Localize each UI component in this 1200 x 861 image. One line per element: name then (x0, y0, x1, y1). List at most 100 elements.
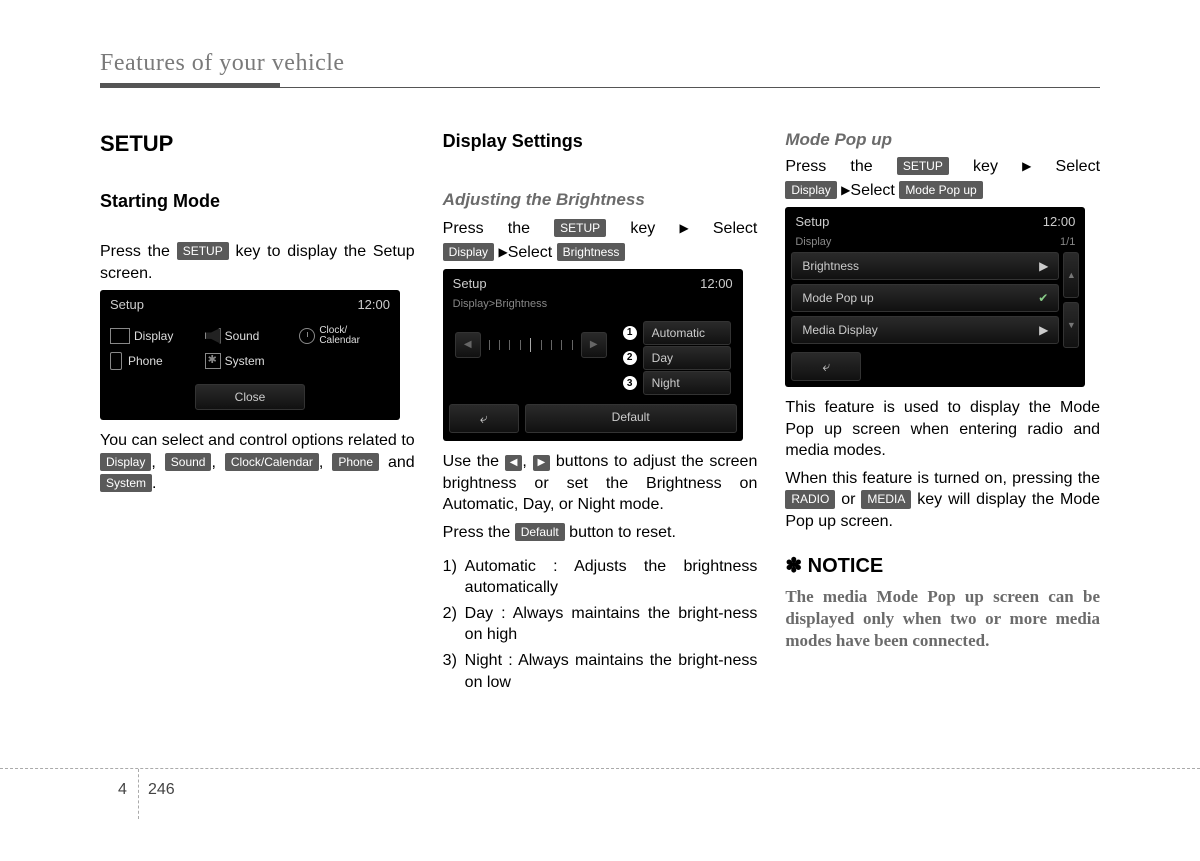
shot-titlebar: Setup 12:00 (785, 207, 1085, 235)
arrow-icon: ▶ (679, 220, 688, 236)
column-1: SETUP Starting Mode Press the SETUP key … (100, 129, 415, 697)
key-default: Default (515, 523, 565, 541)
screenshot-display-menu: Setup 12:00 Display 1/1 Brightness ▶ Mode… (785, 207, 1085, 387)
label: Phone (128, 353, 163, 369)
shot-title: Setup (110, 296, 144, 314)
label: Brightness (802, 258, 859, 274)
para-mode-popup-on: When this feature is turned on, pressing… (785, 468, 1100, 533)
option-automatic[interactable]: 1Automatic (623, 321, 731, 345)
bullet-3: 3 (623, 376, 637, 390)
screenshot-brightness: Setup 12:00 Display>Brightness ◀ ▶ (443, 269, 743, 441)
text: Select (1031, 158, 1100, 175)
key-setup: SETUP (897, 157, 949, 175)
subhead-brightness: Adjusting the Brightness (443, 189, 758, 212)
clock-icon (299, 328, 315, 344)
text: Use the (443, 453, 505, 470)
chevron-right-icon: ▶ (1039, 258, 1048, 274)
section-number: 4 (118, 781, 127, 799)
nav-line-1: Press the SETUP key ▶ Select (443, 218, 758, 240)
chevron-right-icon: ▶ (1039, 322, 1048, 338)
setup-item-phone[interactable]: Phone (110, 352, 201, 370)
key-setup: SETUP (177, 242, 229, 260)
setup-item-clock[interactable]: Clock/Calendar (299, 326, 390, 346)
chapter-title: Features of your vehicle (100, 50, 1100, 77)
subhead-mode-popup: Mode Pop up (785, 129, 1100, 152)
label: Media Display (802, 322, 877, 338)
shot-titlebar: Setup 12:00 (443, 269, 743, 297)
increase-button[interactable]: ▶ (581, 332, 607, 358)
key-setup: SETUP (554, 219, 606, 237)
scrollbar[interactable]: ▲ ▼ (1063, 252, 1079, 349)
setup-grid: Display Sound Clock/Calendar Phone Syste… (100, 318, 400, 372)
breadcrumb: Display 1/1 (785, 235, 1085, 252)
para-default-reset: Press the Default button to reset. (443, 522, 758, 544)
text: Select (850, 182, 899, 199)
label: Day (643, 346, 731, 370)
scroll-up-button[interactable]: ▲ (1063, 252, 1079, 298)
key-mode-popup: Mode Pop up (899, 181, 982, 199)
breadcrumb: Display>Brightness (443, 297, 743, 316)
key-radio: RADIO (785, 490, 835, 508)
list-item: 3)Night : Always maintains the bright-ne… (443, 650, 758, 693)
nav-line-2: Display ▶Select Brightness (443, 242, 758, 264)
gear-icon (205, 353, 221, 369)
page: Features of your vehicle SETUP Starting … (100, 50, 1100, 697)
label: Sound (225, 328, 260, 344)
nav-line-2: Display ▶Select Mode Pop up (785, 180, 1100, 202)
list-item: 2)Day : Always maintains the bright-ness… (443, 603, 758, 646)
notice-body: The media Mode Pop up screen can be disp… (785, 586, 1100, 652)
shot-time: 12:00 (700, 275, 733, 293)
label: Display (134, 328, 173, 344)
page-footer: 4 246 (0, 768, 1200, 818)
brightness-slider[interactable]: ◀ ▶ (449, 332, 613, 358)
heading-display-settings: Display Settings (443, 129, 758, 153)
para-starting-mode: Press the SETUP key to display the Setup… (100, 241, 415, 284)
right-arrow-icon: ▶ (533, 455, 551, 471)
shot-time: 12:00 (357, 296, 390, 314)
bullet-1: 1 (623, 326, 637, 340)
setup-item-system[interactable]: System (205, 352, 296, 370)
shot-time: 12:00 (1043, 213, 1076, 231)
scroll-down-button[interactable]: ▼ (1063, 302, 1079, 348)
menu-row-brightness[interactable]: Brightness ▶ (791, 252, 1059, 280)
back-button[interactable]: ⤶ (449, 404, 519, 433)
label: Night (643, 371, 731, 395)
text: Select (689, 220, 758, 237)
text: Press the (785, 158, 897, 175)
back-button[interactable]: ⤶ (791, 352, 861, 381)
option-night[interactable]: 3 Night (623, 371, 731, 395)
text: When this feature is turned on, pressing… (785, 470, 1100, 487)
label: System (225, 353, 265, 369)
label: Mode Pop up (802, 290, 873, 306)
option-day[interactable]: 2Day (623, 346, 731, 370)
brightness-mode-list: 1)Automatic : Adjusts the brightness aut… (443, 556, 758, 694)
text: key (949, 158, 1022, 175)
setup-item-sound[interactable]: Sound (205, 326, 296, 346)
menu-row-mode-popup[interactable]: Mode Pop up ✔ (791, 284, 1059, 312)
shot-title: Setup (453, 275, 487, 293)
shot-titlebar: Setup 12:00 (100, 290, 400, 318)
check-icon: ✔ (1038, 290, 1048, 306)
setup-item-display[interactable]: Display (110, 326, 201, 346)
nav-line-1: Press the SETUP key ▶ Select (785, 156, 1100, 178)
arrow-icon: ▶ (841, 182, 850, 198)
slider-ticks (485, 332, 577, 358)
text: Select (508, 244, 557, 261)
text: key (606, 220, 679, 237)
text: Day : Always maintains the bright-ness o… (465, 603, 758, 646)
title-rule (100, 83, 1100, 89)
para-setup-options: You can select and control options relat… (100, 430, 415, 495)
menu-row-media-display[interactable]: Media Display ▶ (791, 316, 1059, 344)
text: Press the (443, 524, 515, 541)
text: Display (795, 235, 831, 250)
menu-list: Brightness ▶ Mode Pop up ✔ Media Display ▶ (791, 252, 1059, 349)
decrease-button[interactable]: ◀ (455, 332, 481, 358)
page-number: 246 (148, 781, 175, 799)
display-icon (110, 328, 130, 344)
arrow-icon: ▶ (498, 244, 507, 260)
label: Clock/Calendar (319, 326, 360, 346)
arrow-icon: ▶ (1022, 158, 1031, 174)
close-button[interactable]: Close (195, 384, 305, 410)
phone-icon (110, 352, 122, 370)
default-button[interactable]: Default (525, 404, 737, 433)
